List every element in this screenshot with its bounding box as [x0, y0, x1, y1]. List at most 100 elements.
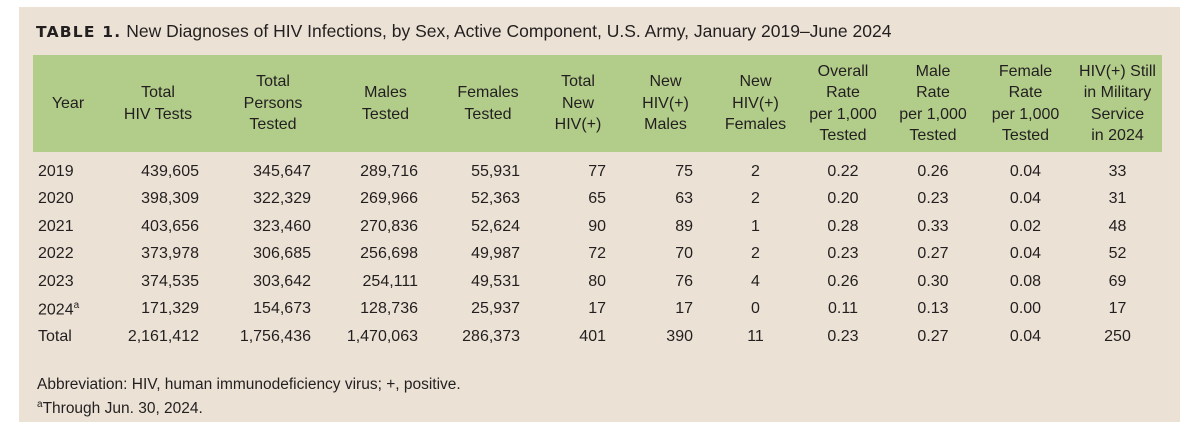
year-text: Total: [38, 327, 72, 345]
column-header-line: Tested: [909, 127, 957, 144]
table-row: 2021 403,656 323,460 270,836 52,624 90 89 1 0.28…: [33, 213, 1162, 241]
column-header-line: Rate: [826, 84, 860, 101]
footnote-marker: a: [73, 299, 80, 311]
data-cell: 52,624: [471, 217, 520, 235]
year-text: 2021: [38, 217, 74, 235]
data-cell: 2: [751, 190, 760, 208]
header-row: Year Total HIV Tests Total Persons Tested Male…: [33, 55, 1162, 152]
column-header-line: Females: [457, 84, 519, 101]
table-row: 2024a 171,329 154,673 128,736 25,937 17 17 0 0.1…: [33, 296, 1162, 324]
data-cell: 1,756,436: [239, 327, 311, 345]
year-cell: 2023: [33, 268, 103, 296]
data-cell: 69: [1108, 272, 1127, 290]
column-header-line: HIV(+) Still: [1079, 62, 1156, 80]
column-header-line: Year: [51, 94, 85, 112]
year-text: 2024: [38, 300, 74, 318]
data-cell: 90: [588, 217, 606, 235]
table-row: 2019 439,605 345,647 289,716 55,931 77 75 2 0.22…: [33, 152, 1162, 186]
column-header-line: Rate: [916, 84, 950, 101]
data-cell: 49,531: [471, 272, 520, 290]
data-cell: 269,966: [360, 190, 418, 208]
column-header-line: New: [561, 94, 594, 112]
data-cell: 398,309: [141, 190, 199, 208]
column-header-line: Total: [561, 73, 595, 91]
data-cell: 403,656: [141, 217, 199, 235]
data-cell: 390: [666, 327, 693, 345]
data-cell: 0.23: [827, 327, 859, 345]
column-header-line: Persons: [243, 94, 303, 112]
data-cell: 1,470,063: [346, 327, 418, 345]
year-cell: 2024a: [33, 296, 103, 324]
year-cell: 2021: [33, 213, 103, 241]
column-header-line: Tested: [1001, 127, 1050, 144]
data-cell: 303,642: [253, 272, 311, 290]
hiv-diagnoses-table: Year Total HIV Tests Total Persons Tested Male…: [33, 55, 1162, 351]
data-cell: 0.28: [827, 217, 859, 235]
data-cell: 306,685: [253, 245, 311, 263]
data-cell: 270,836: [360, 217, 418, 235]
data-cell: 49,987: [471, 245, 520, 263]
data-cell: 17: [675, 300, 693, 318]
data-cell: 0.20: [827, 190, 859, 208]
data-cell: 0.04: [1009, 190, 1042, 208]
data-cell: 128,736: [360, 300, 418, 318]
data-cell: 0.23: [917, 190, 949, 208]
data-cell: 250: [1104, 327, 1131, 345]
footnote-mark: a: [37, 399, 43, 410]
data-cell: 171,329: [141, 300, 199, 318]
data-cell: 0.26: [827, 272, 859, 290]
data-cell: 374,535: [141, 272, 199, 290]
data-cell: 439,605: [141, 162, 199, 180]
data-cell: 70: [675, 245, 693, 263]
column-header-line: HIV(+): [642, 94, 689, 112]
column-header-line: Males: [364, 84, 407, 101]
data-cell: 17: [1108, 300, 1127, 318]
data-cell: 0.04: [1009, 162, 1042, 180]
column-header-line: Females: [724, 116, 787, 134]
data-cell: 77: [588, 162, 606, 180]
year-text: 2020: [38, 190, 74, 208]
column-header-line: in 2024: [1091, 127, 1144, 144]
data-cell: 256,698: [360, 245, 418, 263]
column-header-line: Tested: [819, 127, 867, 144]
data-cell: 11: [747, 327, 764, 345]
column-header: Total HIV Tests: [103, 55, 213, 152]
table-row: 2023 374,535 303,642 254,111 49,531 80 76 4 0.26…: [33, 268, 1162, 296]
data-cell: 0.00: [1009, 300, 1042, 318]
column-header-line: Tested: [249, 116, 297, 134]
column-header-line: per 1,000: [809, 105, 877, 123]
data-cell: 89: [675, 217, 693, 235]
column-header-line: New: [739, 73, 772, 91]
data-cell: 31: [1108, 190, 1127, 208]
year-cell: 2020: [33, 186, 103, 214]
data-cell: 1: [751, 217, 760, 235]
data-cell: 52,363: [471, 190, 520, 208]
table-panel: TABLE 1. New Diagnoses of HIV Infections…: [19, 7, 1180, 422]
column-header-line: Rate: [1008, 84, 1043, 101]
data-cell: 0.11: [828, 300, 858, 318]
data-cell: 55,931: [471, 162, 520, 180]
table-label: TABLE 1.: [36, 23, 122, 41]
column-header-line: Female: [998, 62, 1053, 80]
data-cell: 0.27: [917, 327, 949, 345]
table-row: 2020 398,309 322,329 269,966 52,363 65 63 2 0.20…: [33, 186, 1162, 214]
data-cell: 373,978: [141, 245, 199, 263]
column-header: Total New HIV(+): [538, 55, 618, 152]
column-header: Overall Rate per 1,000 Tested: [798, 55, 888, 152]
data-cell: 289,716: [360, 162, 418, 180]
data-cell: 72: [588, 245, 606, 263]
column-header-line: Total: [141, 84, 175, 101]
footnote-text: Through Jun. 30, 2024.: [42, 400, 203, 418]
column-header-line: in Military: [1083, 84, 1152, 101]
data-cell: 2: [751, 162, 760, 180]
column-header-line: HIV Tests: [123, 105, 193, 123]
column-header-line: per 1,000: [991, 105, 1060, 123]
data-cell: 25,937: [471, 300, 520, 318]
data-cell: 0.04: [1009, 327, 1042, 345]
year-cell: Total: [33, 323, 103, 351]
year-cell: 2019: [33, 152, 103, 186]
data-cell: 254,111: [362, 272, 418, 290]
year-cell: 2022: [33, 241, 103, 269]
data-cell: 0.23: [827, 245, 859, 263]
data-cell: 0.04: [1009, 245, 1042, 263]
